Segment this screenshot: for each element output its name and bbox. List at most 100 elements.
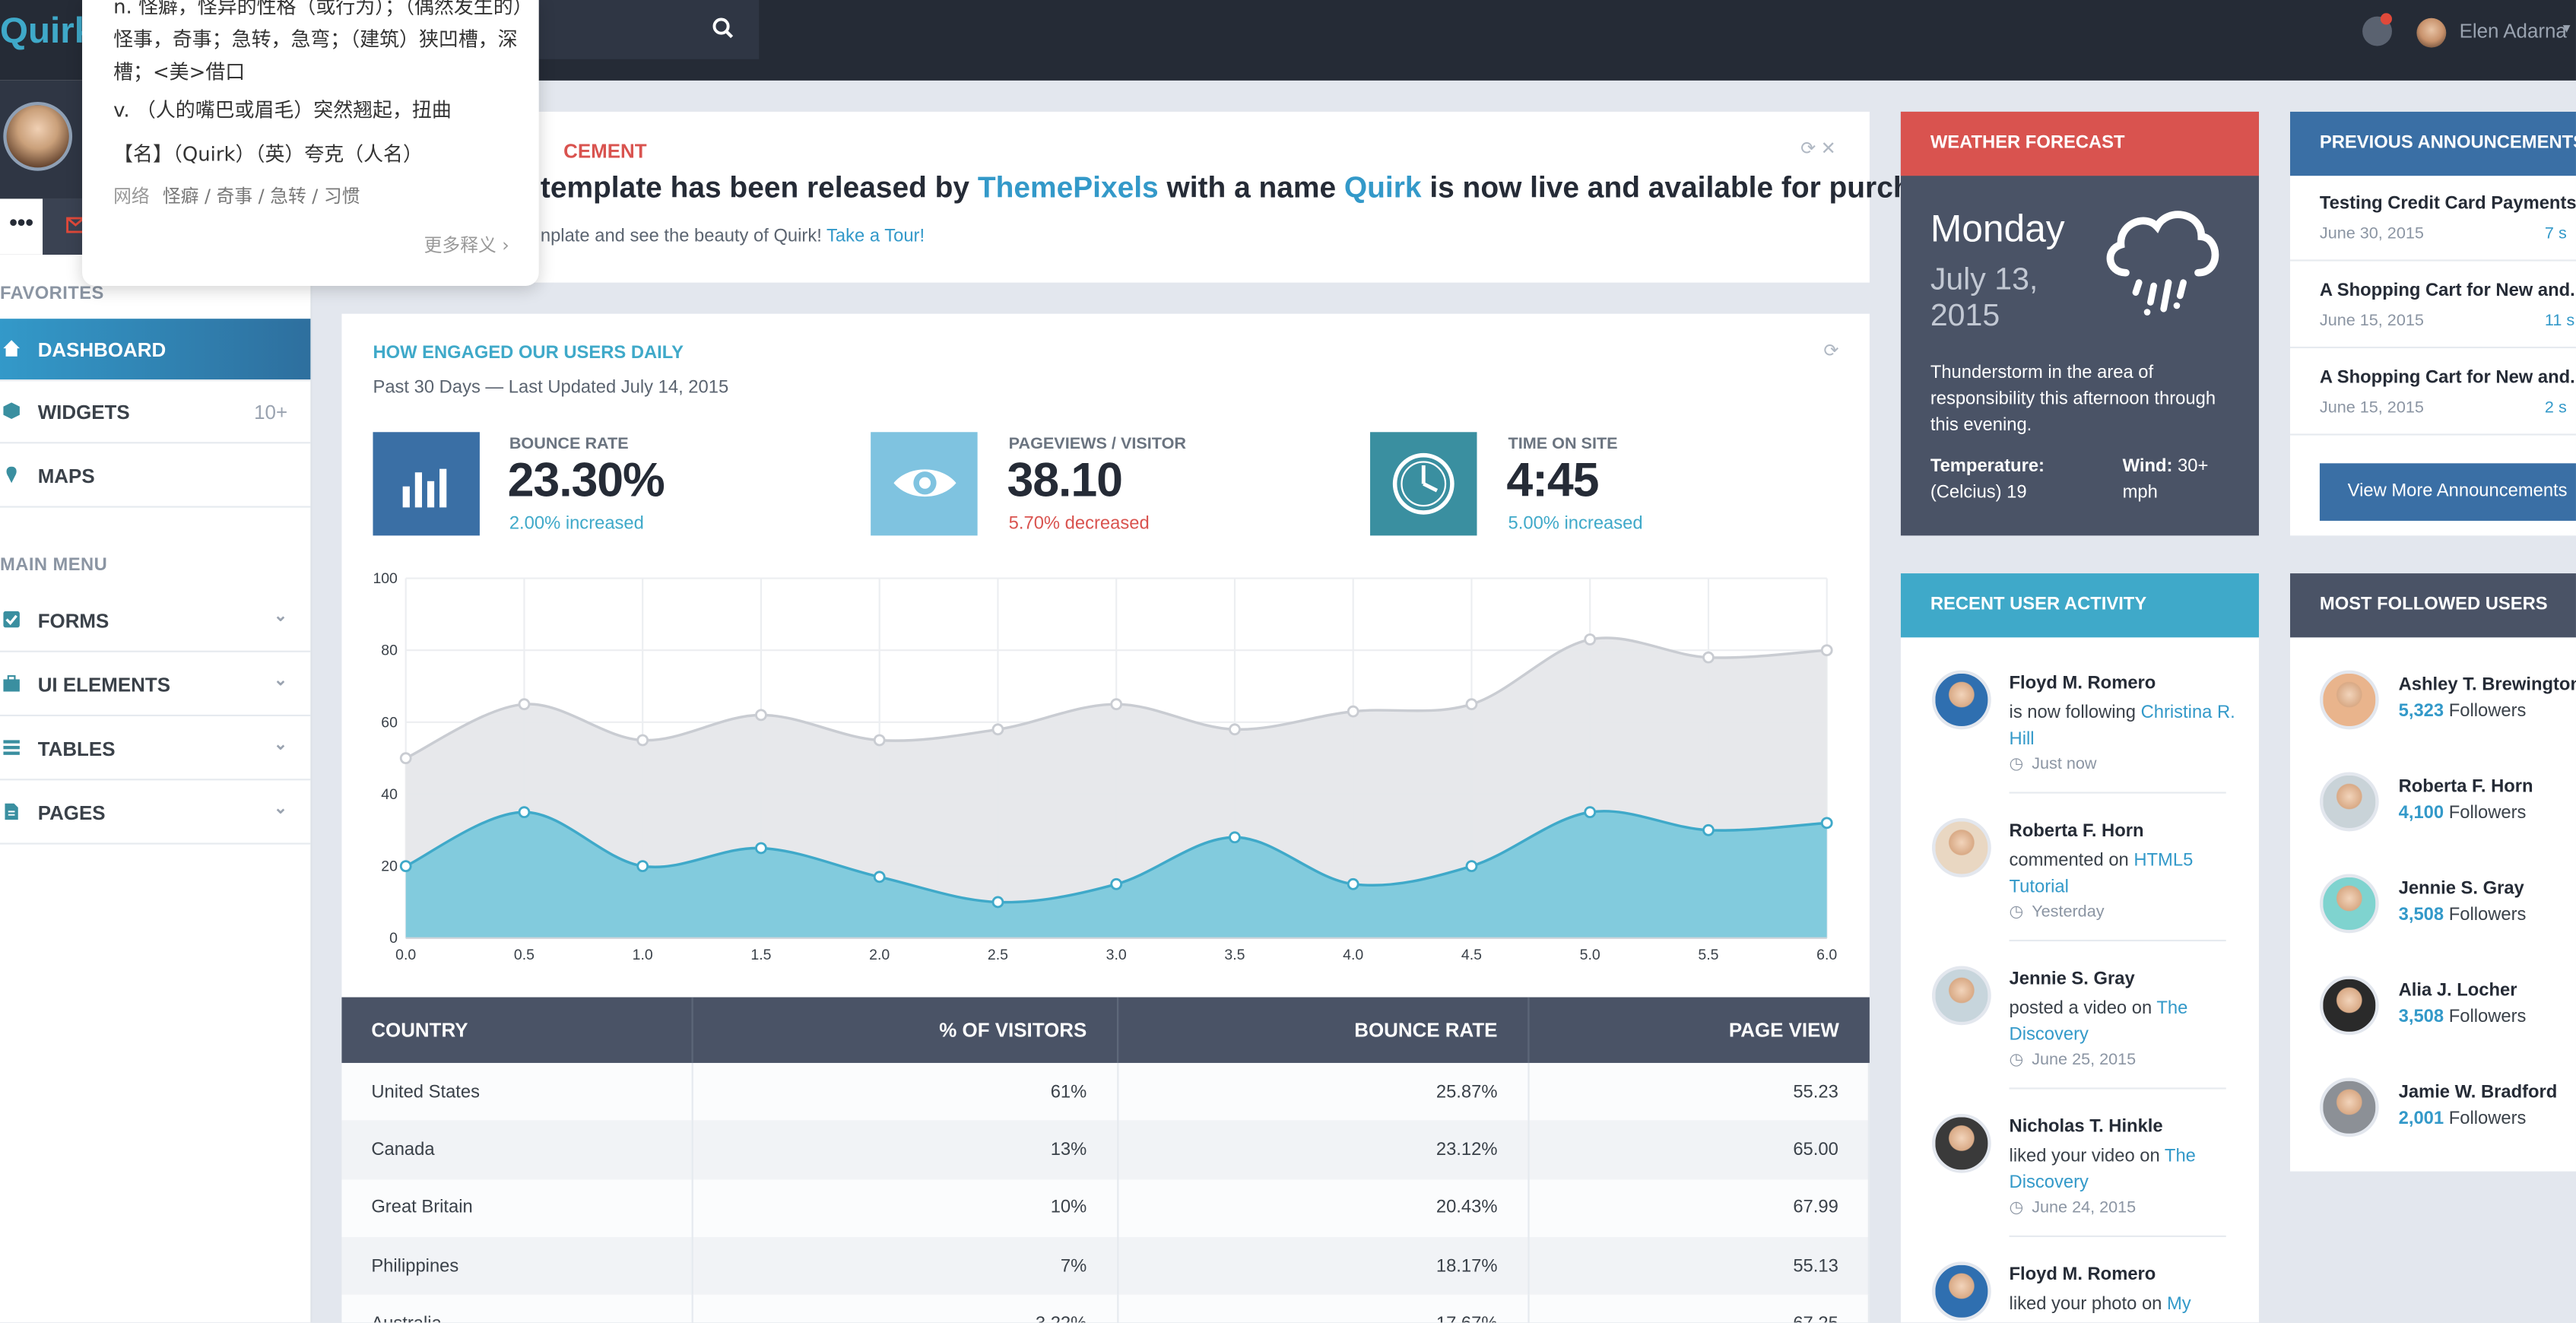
nav-ui-elements[interactable]: UI ELEMENTS ⌄: [0, 654, 311, 717]
nav-label: WIDGETS: [37, 401, 130, 424]
activity-user-name[interactable]: Roberta F. Horn: [2009, 821, 2144, 842]
series-1-point[interactable]: [1110, 877, 1123, 890]
list-icon: [3, 740, 20, 755]
series-1-point[interactable]: [1584, 806, 1597, 819]
user-avatar[interactable]: [2416, 17, 2447, 48]
activity-avatar[interactable]: [1931, 966, 1991, 1026]
activity-avatar[interactable]: [1931, 1261, 1991, 1321]
series-1-area: [405, 811, 1827, 938]
panel-refresh-close-icons[interactable]: ⟳ ✕: [1800, 139, 1836, 160]
activity-avatar[interactable]: [1931, 818, 1991, 877]
series-1-point[interactable]: [636, 860, 649, 873]
series-0-point[interactable]: [518, 698, 531, 711]
nav-maps[interactable]: MAPS: [0, 446, 311, 508]
activity-avatar[interactable]: [1931, 1113, 1991, 1173]
activity-target-link[interactable]: HTML5 Tutorial: [2009, 851, 2194, 897]
series-0-point[interactable]: [1347, 705, 1359, 718]
sidebar-avatar[interactable]: [3, 101, 73, 171]
announcement-item-title[interactable]: Testing Credit Card Payments: [2319, 193, 2576, 214]
activity-avatar[interactable]: [1931, 670, 1991, 730]
nav-pages[interactable]: PAGES ⌄: [0, 782, 311, 845]
view-more-announcements-button[interactable]: View More Announcements: [2319, 463, 2576, 521]
activity-user-name[interactable]: Floyd M. Romero: [2009, 673, 2156, 693]
quirk-link[interactable]: Quirk: [1344, 170, 1422, 204]
followed-user-name[interactable]: Roberta F. Horn: [2398, 777, 2533, 797]
followed-user-avatar[interactable]: [2319, 1077, 2379, 1137]
announcement-item-title[interactable]: A Shopping Cart for New and...: [2319, 367, 2576, 388]
series-0-point[interactable]: [1229, 723, 1241, 736]
followed-user-name[interactable]: Jennie S. Gray: [2398, 878, 2524, 899]
cube-icon: [3, 402, 20, 419]
series-1-point[interactable]: [991, 896, 1004, 909]
brand-logo[interactable]: Quirk: [0, 9, 95, 51]
activity-target-link[interactable]: My: [2166, 1294, 2191, 1315]
followed-user-count: 3,508 Followers: [2399, 906, 2527, 925]
search-icon[interactable]: [712, 17, 734, 40]
take-tour-link[interactable]: Take a Tour!: [826, 227, 925, 247]
sidebar-tab-more[interactable]: •••: [0, 198, 43, 255]
activity-user-name[interactable]: Floyd M. Romero: [2009, 1264, 2156, 1285]
table-cell: 13%: [691, 1121, 1118, 1179]
series-1-point[interactable]: [1702, 823, 1715, 836]
followed-user-name[interactable]: Alia J. Locher: [2398, 980, 2517, 1001]
series-1-point[interactable]: [755, 842, 767, 855]
series-1-point[interactable]: [1465, 860, 1478, 873]
chevron-down-icon[interactable]: ▾: [2562, 19, 2571, 36]
followed-user-name[interactable]: Jamie W. Bradford: [2398, 1082, 2558, 1102]
followers-word: Followers: [2448, 1007, 2527, 1027]
activity-user-name[interactable]: Jennie S. Gray: [2009, 969, 2135, 989]
activity-target-link[interactable]: The Discovery: [2009, 998, 2188, 1045]
series-1-point[interactable]: [873, 871, 886, 884]
followed-user-avatar[interactable]: [2319, 772, 2379, 832]
stat-change: 5.00% increased: [1508, 514, 1643, 535]
x-tick-label: 4.0: [1343, 947, 1363, 963]
column-header[interactable]: BOUNCE RATE: [1117, 997, 1529, 1063]
nav-forms[interactable]: FORMS ⌄: [0, 590, 311, 652]
themepixels-link[interactable]: ThemePixels: [977, 170, 1159, 204]
announcement-item-title[interactable]: A Shopping Cart for New and...: [2319, 281, 2576, 301]
nav-widgets[interactable]: WIDGETS 10+: [0, 381, 311, 444]
series-1-point[interactable]: [399, 860, 412, 873]
column-header[interactable]: COUNTRY: [341, 997, 693, 1063]
activity-action: liked your photo on: [2009, 1294, 2167, 1315]
activity-target-link[interactable]: Christina R. Hill: [2009, 703, 2235, 750]
followed-user-avatar[interactable]: [2319, 670, 2379, 730]
series-1-point[interactable]: [1347, 877, 1359, 890]
nav-label: TABLES: [37, 738, 116, 761]
series-0-point[interactable]: [1584, 633, 1597, 646]
nav-dashboard[interactable]: DASHBOARD: [0, 319, 311, 382]
table-cell: 20.43%: [1117, 1179, 1529, 1237]
refresh-icon[interactable]: ⟳: [1823, 341, 1839, 362]
activity-user-name[interactable]: Nicholas T. Hinkle: [2009, 1117, 2163, 1137]
series-0-point[interactable]: [1820, 644, 1833, 657]
notification-badge: [2380, 13, 2392, 25]
user-name[interactable]: Elen Adarna: [2459, 19, 2567, 43]
announcement-item-age: 11 s: [2544, 312, 2575, 331]
followed-user-avatar[interactable]: [2319, 976, 2379, 1036]
activity-text: commented on HTML5 Tutorial: [2010, 848, 2239, 900]
series-0-point[interactable]: [755, 709, 767, 722]
column-header[interactable]: % OF VISITORS: [691, 997, 1118, 1063]
series-1-point[interactable]: [518, 806, 531, 819]
series-0-point[interactable]: [1465, 698, 1478, 711]
series-0-point[interactable]: [1110, 698, 1123, 711]
more-definitions-link[interactable]: 更多释义 ›: [424, 234, 509, 257]
series-0-point[interactable]: [399, 752, 412, 765]
x-tick-label: 2.5: [988, 947, 1008, 963]
table-cell: 10%: [691, 1179, 1118, 1237]
main-menu-heading: MAIN MENU: [0, 555, 108, 576]
eye-icon: [893, 469, 956, 497]
series-0-point[interactable]: [873, 734, 886, 747]
table-cell: 65.00: [1528, 1121, 1870, 1179]
series-1-point[interactable]: [1820, 817, 1833, 830]
series-0-point[interactable]: [991, 723, 1004, 736]
activity-target-link[interactable]: The Discovery: [2009, 1147, 2196, 1193]
nav-tables[interactable]: TABLES ⌄: [0, 718, 311, 781]
series-1-point[interactable]: [1229, 831, 1241, 844]
followed-user-name[interactable]: Ashley T. Brewington: [2398, 675, 2576, 695]
column-header[interactable]: PAGE VIEW: [1528, 997, 1869, 1063]
series-0-point[interactable]: [1702, 651, 1715, 664]
series-0-point[interactable]: [636, 734, 649, 747]
search-input[interactable]: [519, 0, 760, 59]
followed-user-avatar[interactable]: [2319, 874, 2379, 934]
